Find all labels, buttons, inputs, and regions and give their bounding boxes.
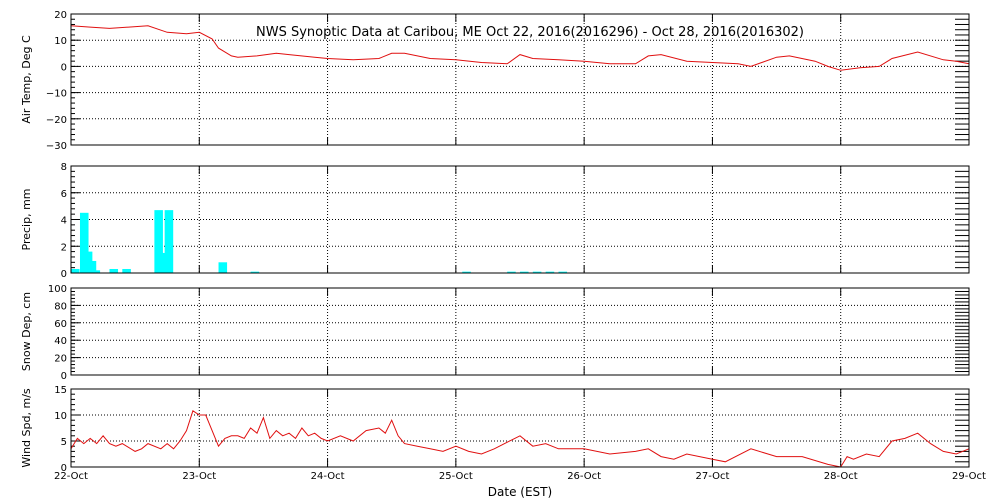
panel-frame [70, 287, 970, 376]
panel-1: 8 6 4 2 0 Precip, mm [20, 162, 970, 280]
precip-bar [91, 270, 101, 273]
y-tick-label: 0 [61, 269, 67, 280]
precip-bar [507, 271, 516, 273]
y-tick-label: 0 [61, 463, 67, 474]
panel-frame [70, 13, 970, 146]
y-axis-label: Snow Dep, cm [20, 292, 33, 371]
y-tick-label: 15 [54, 385, 67, 396]
x-tick-label: 22-Oct [54, 471, 88, 482]
x-tick-label: 26-Oct [567, 471, 601, 482]
y-tick-label: 10 [54, 36, 67, 47]
x-tick-label: 28-Oct [824, 471, 858, 482]
y-tick-label: 100 [48, 284, 67, 295]
y-tick-label: 2 [61, 242, 67, 253]
y-axis-label: Wind Spd, m/s [20, 388, 33, 468]
precip-bar [532, 271, 542, 273]
precip-bar [462, 271, 471, 273]
x-axis: 22-Oct 23-Oct 24-Oct 25-Oct 26-Oct 27-Oct 28-O… [54, 471, 986, 482]
y-tick-label: −10 [46, 89, 67, 100]
y-tick-label: −20 [46, 115, 67, 126]
y-tick-label: 20 [54, 10, 67, 21]
y-tick-label: 8 [61, 162, 67, 173]
y-tick-label: −30 [46, 141, 67, 152]
y-tick-label: 10 [54, 411, 67, 422]
precip-bar [545, 271, 555, 273]
x-tick-label: 29-Oct [952, 471, 986, 482]
y-axis-label: Air Temp, Deg C [20, 35, 33, 124]
precip-bar [250, 271, 260, 273]
chart-title: NWS Synoptic Data at Caribou, ME Oct 22,… [256, 25, 804, 40]
precip-bar [164, 210, 174, 273]
panel-2: 100 80 60 40 20 0 Snow Dep, cm [20, 284, 970, 382]
precip-bar [87, 260, 97, 273]
x-tick-label: 24-Oct [311, 471, 345, 482]
precip-bar [79, 212, 89, 273]
y-tick-label: 40 [54, 336, 67, 347]
precip-bar [558, 271, 568, 273]
panel-3: 15 10 5 0 Wind Spd, m/s [20, 385, 970, 474]
series-line-0 [70, 410, 970, 468]
x-tick-label: 25-Oct [439, 471, 473, 482]
precip-bar [122, 268, 131, 273]
y-tick-label: 20 [54, 354, 67, 365]
precip-bar [520, 271, 529, 273]
precip-bar [71, 268, 80, 273]
y-tick-label: 6 [61, 189, 67, 200]
precip-bar [154, 210, 163, 273]
y-tick-label: 5 [61, 437, 67, 448]
y-tick-label: 60 [54, 319, 67, 330]
y-tick-label: 0 [61, 62, 67, 73]
precip-bar [109, 268, 119, 273]
panel-frame [70, 165, 970, 274]
y-tick-label: 80 [54, 301, 67, 312]
series-line-0 [70, 25, 970, 71]
x-axis-label: Date (EST) [488, 485, 552, 499]
precip-bar [218, 262, 228, 273]
y-tick-label: 4 [61, 216, 67, 227]
panel-frame [70, 388, 970, 468]
y-axis-label: Precip, mm [20, 189, 33, 251]
x-tick-label: 23-Oct [182, 471, 216, 482]
x-tick-label: 27-Oct [695, 471, 729, 482]
panel-0: 20 10 0 −10 −20 −30 Air Temp, Deg C [20, 10, 970, 152]
y-tick-label: 0 [61, 371, 67, 382]
